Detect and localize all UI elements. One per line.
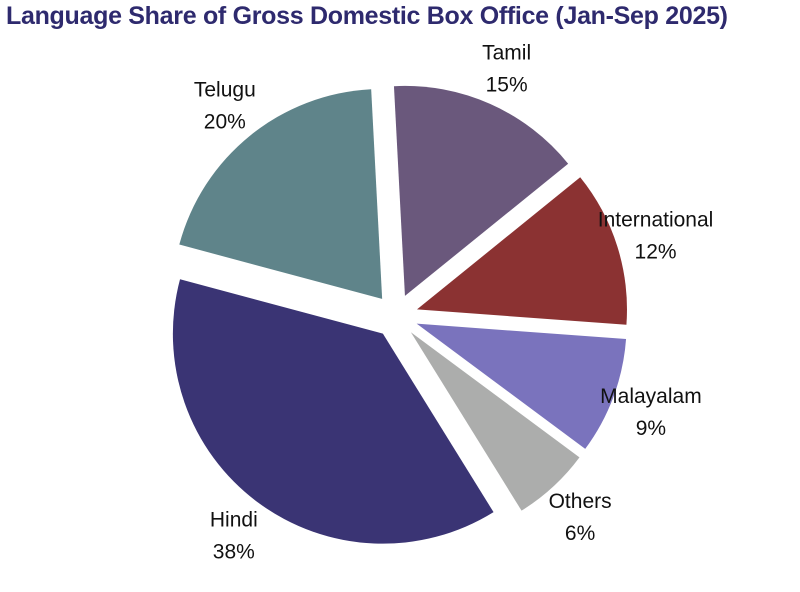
slice-value-tamil: 15% bbox=[486, 74, 528, 97]
pie-slice-international bbox=[416, 177, 627, 325]
slice-label-others: Others bbox=[549, 490, 612, 513]
pie-slice-hindi bbox=[172, 279, 494, 544]
chart-title: Language Share of Gross Domestic Box Off… bbox=[6, 2, 728, 30]
slice-value-malayalam: 9% bbox=[636, 417, 666, 440]
slice-label-international: International bbox=[598, 209, 714, 232]
pie-slice-telugu bbox=[179, 89, 383, 299]
pie-slice-malayalam bbox=[416, 323, 627, 449]
slice-value-others: 6% bbox=[565, 522, 595, 545]
slice-label-malayalam: Malayalam bbox=[600, 385, 702, 408]
slice-label-hindi: Hindi bbox=[210, 508, 258, 531]
slice-value-telugu: 20% bbox=[204, 111, 246, 134]
pie-slice-tamil bbox=[393, 85, 569, 296]
slice-label-tamil: Tamil bbox=[482, 42, 531, 65]
slice-value-hindi: 38% bbox=[213, 540, 255, 563]
slice-label-telugu: Telugu bbox=[194, 79, 256, 102]
slice-value-international: 12% bbox=[635, 241, 677, 264]
pie-slice-others bbox=[410, 332, 580, 511]
